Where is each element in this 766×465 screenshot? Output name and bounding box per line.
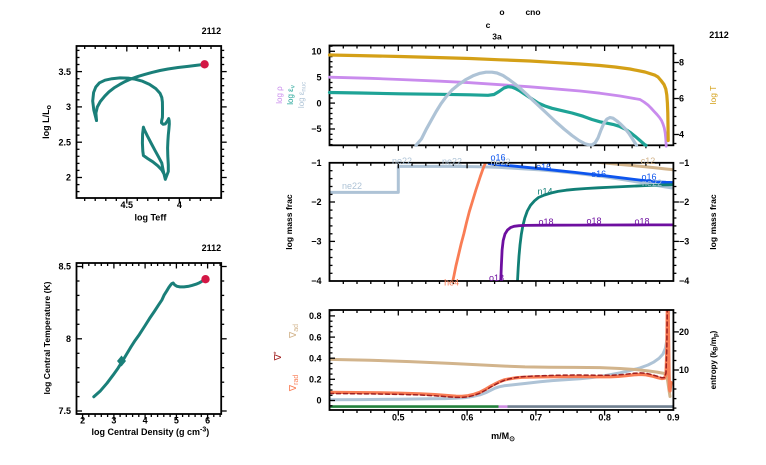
svg-text:−1: −1	[311, 158, 321, 168]
svg-text:−2: −2	[679, 197, 689, 207]
svg-text:−5: −5	[311, 124, 321, 134]
svg-text:o16: o16	[641, 172, 656, 182]
svg-text:o16: o16	[591, 169, 606, 179]
svg-text:ne22: ne22	[490, 157, 510, 167]
svg-text:o16: o16	[536, 162, 551, 172]
svg-text:ne22: ne22	[392, 156, 412, 166]
svg-text:0.9: 0.9	[667, 413, 680, 423]
svg-text:log T: log T	[708, 86, 718, 105]
svg-text:log Central Temperature (K): log Central Temperature (K)	[42, 281, 52, 394]
svg-text:0.6: 0.6	[461, 413, 474, 423]
svg-text:0: 0	[316, 396, 321, 406]
svg-text:c: c	[486, 20, 491, 30]
svg-text:−2: −2	[311, 197, 321, 207]
svg-text:4.5: 4.5	[121, 200, 134, 210]
svg-text:2.5: 2.5	[58, 137, 71, 147]
svg-text:o16: o16	[490, 153, 505, 163]
svg-text:2112: 2112	[709, 30, 729, 40]
svg-text:log εν: log εν	[286, 85, 297, 104]
svg-text:7.5: 7.5	[58, 406, 71, 416]
svg-text:log L/Lo: log L/Lo	[41, 105, 53, 139]
svg-text:3: 3	[66, 102, 71, 112]
svg-text:0.8: 0.8	[309, 311, 322, 321]
svg-text:−3: −3	[679, 237, 689, 247]
svg-text:2112: 2112	[202, 243, 222, 253]
svg-text:o18: o18	[538, 217, 553, 227]
svg-text:o18: o18	[489, 273, 504, 283]
svg-text:o18: o18	[586, 216, 601, 226]
svg-text:0: 0	[316, 98, 321, 108]
svg-text:3a: 3a	[492, 32, 502, 42]
svg-text:entropy (kB/mp): entropy (kB/mp)	[709, 330, 720, 389]
svg-text:o18: o18	[634, 217, 649, 227]
svg-text:log ρ: log ρ	[275, 86, 284, 104]
svg-text:ne22: ne22	[642, 178, 662, 188]
svg-text:4: 4	[679, 130, 684, 140]
svg-text:4: 4	[177, 200, 182, 210]
svg-text:2: 2	[80, 416, 85, 426]
svg-text:−1: −1	[679, 158, 689, 168]
svg-text:cno: cno	[525, 7, 540, 17]
svg-text:−3: −3	[311, 237, 321, 247]
svg-text:0.2: 0.2	[309, 375, 322, 385]
svg-text:10: 10	[679, 365, 689, 375]
svg-text:2112: 2112	[202, 26, 222, 36]
svg-text:−4: −4	[311, 276, 321, 286]
svg-text:log mass frac: log mass frac	[284, 194, 294, 250]
svg-text:log Central Density (g cm-3): log Central Density (g cm-3)	[92, 426, 210, 437]
svg-text:8.5: 8.5	[58, 262, 71, 272]
svg-text:0.5: 0.5	[392, 413, 405, 423]
svg-text:log Teff: log Teff	[134, 213, 167, 223]
svg-text:5: 5	[316, 72, 321, 82]
svg-text:−4: −4	[679, 276, 689, 286]
svg-text:8: 8	[679, 58, 684, 68]
svg-text:∇*: ∇*	[273, 351, 284, 361]
svg-text:0.6: 0.6	[309, 332, 322, 342]
svg-text:6: 6	[205, 416, 210, 426]
svg-text:0.8: 0.8	[598, 413, 611, 423]
svg-text:2: 2	[66, 173, 71, 183]
svg-text:3.5: 3.5	[58, 67, 71, 77]
svg-text:log εnuc: log εnuc	[297, 82, 308, 108]
svg-text:o: o	[499, 7, 504, 17]
svg-text:ne22: ne22	[342, 181, 362, 191]
svg-text:20: 20	[679, 327, 689, 337]
svg-text:0.4: 0.4	[309, 353, 322, 363]
svg-text:6: 6	[679, 94, 684, 104]
svg-text:4: 4	[143, 416, 148, 426]
svg-text:n14: n14	[537, 187, 552, 197]
svg-text:3: 3	[111, 416, 116, 426]
svg-text:c12: c12	[641, 156, 656, 166]
svg-text:he4: he4	[444, 278, 459, 288]
svg-text:ne22: ne22	[442, 157, 462, 167]
svg-text:0.7: 0.7	[530, 413, 543, 423]
svg-text:5: 5	[174, 416, 179, 426]
svg-text:10: 10	[311, 47, 321, 57]
svg-text:8: 8	[66, 334, 71, 344]
svg-text:log mass frac: log mass frac	[708, 194, 718, 250]
